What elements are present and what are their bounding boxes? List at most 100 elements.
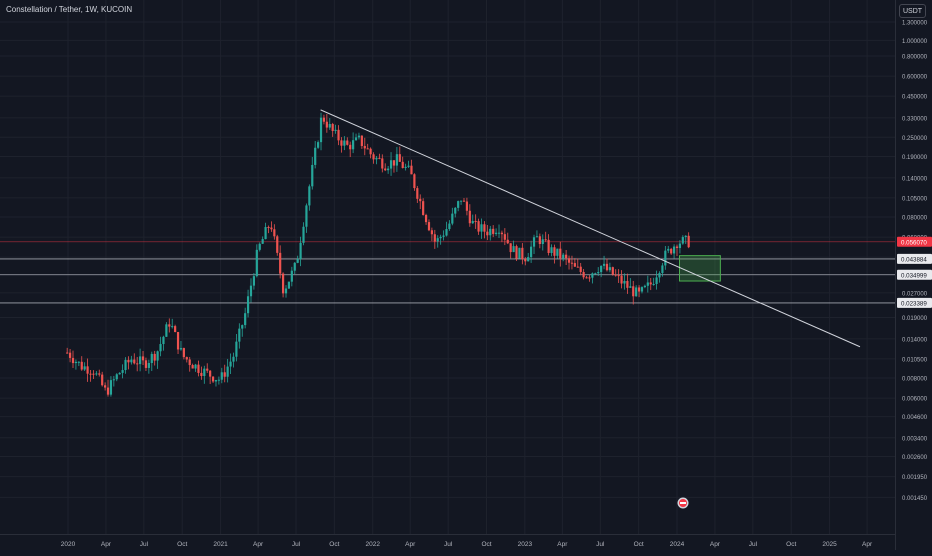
target-zone — [679, 255, 721, 282]
candle-body — [419, 198, 422, 202]
candle — [92, 370, 95, 379]
candle-body — [331, 124, 334, 131]
candle — [162, 335, 165, 351]
candle-body — [92, 373, 95, 375]
candle — [235, 333, 238, 362]
candle-body — [226, 366, 229, 377]
candle — [489, 225, 492, 241]
candle-body — [576, 266, 579, 268]
candle — [130, 355, 133, 365]
candle — [255, 244, 258, 278]
time-tick-label: Jul — [140, 541, 149, 548]
candle — [532, 234, 536, 255]
candle-body — [597, 272, 600, 274]
candle — [369, 147, 372, 159]
candle — [477, 218, 480, 235]
candle-body — [681, 237, 684, 244]
candle — [436, 235, 439, 248]
candle-body — [471, 221, 474, 224]
price-tick-label: 0.190000 — [902, 155, 928, 161]
candle — [620, 270, 623, 289]
candle-body — [684, 235, 687, 238]
candle — [381, 154, 384, 173]
candle — [635, 285, 638, 297]
candle — [392, 160, 396, 173]
candle — [611, 266, 614, 276]
price-tick-label: 1.000000 — [902, 39, 928, 45]
candle-body — [80, 361, 83, 370]
candle — [317, 140, 320, 149]
candle-body — [439, 236, 442, 239]
level-price-tag-bg — [897, 269, 932, 280]
candle-body — [299, 242, 302, 259]
currency-button[interactable]: USDT — [899, 4, 926, 18]
candle-body — [672, 246, 676, 254]
candle — [354, 133, 358, 141]
candle — [118, 372, 121, 375]
candle-body — [480, 224, 483, 232]
candle-body — [95, 373, 98, 375]
candle — [524, 257, 527, 266]
candle-body — [287, 281, 291, 289]
candle-body — [211, 376, 215, 382]
candles — [66, 112, 690, 397]
candle-body — [611, 267, 614, 275]
candle — [649, 277, 652, 291]
candle-body — [617, 275, 620, 277]
candle — [509, 243, 512, 259]
candle-body — [139, 356, 142, 365]
candle — [678, 240, 682, 254]
price-tick-label: 0.003400 — [902, 436, 928, 442]
price-chart[interactable] — [0, 0, 895, 534]
candle — [684, 235, 687, 244]
candle — [600, 265, 603, 278]
candle-body — [541, 239, 544, 244]
candle — [562, 252, 565, 262]
time-tick-label: Jul — [596, 541, 605, 548]
candle — [281, 272, 285, 298]
candle — [448, 220, 451, 231]
candle-body — [646, 282, 649, 286]
candle-body — [497, 232, 501, 234]
candle — [141, 351, 145, 365]
candle — [98, 369, 101, 377]
candle — [159, 336, 162, 357]
candle — [468, 204, 471, 227]
candle — [305, 203, 308, 233]
candle-body — [588, 277, 591, 279]
price-tick-label: 0.450000 — [902, 95, 928, 101]
time-tick-label: Apr — [557, 541, 568, 548]
candle-body — [159, 344, 162, 352]
event-flag-icon[interactable] — [677, 497, 689, 509]
candle — [667, 245, 670, 254]
candle-body — [381, 158, 384, 169]
candle-body — [109, 380, 113, 395]
candle — [80, 356, 83, 371]
candle — [387, 166, 390, 174]
candle-body — [325, 121, 328, 128]
candle — [89, 369, 92, 382]
candle — [471, 214, 474, 224]
candle-body — [273, 229, 276, 237]
candle-body — [255, 249, 258, 277]
candle-body — [127, 359, 130, 363]
time-axis[interactable]: 2020 Apr Jul Oct 2021 Apr Jul Oct 2022 Apr Jul Oct 2… — [0, 534, 895, 551]
candle-body — [424, 214, 428, 223]
candle-body — [579, 266, 582, 272]
candle — [439, 234, 442, 245]
candle-body — [527, 257, 530, 262]
candle-body — [626, 280, 629, 288]
candle-body — [448, 223, 451, 230]
candle — [360, 135, 363, 149]
candle-body — [395, 154, 398, 166]
candle-body — [343, 140, 346, 146]
candle-body — [509, 243, 512, 253]
chart-area[interactable]: Constellation / Tether, 1W, KUCOIN — [0, 0, 895, 534]
price-axis[interactable]: 1.300000 1.000000 0.800000 0.600000 0.450000… — [895, 0, 932, 550]
candle-body — [451, 213, 454, 224]
candle — [416, 185, 419, 203]
candle-body — [223, 372, 226, 377]
candle-body — [608, 267, 611, 271]
candle-body — [174, 326, 177, 333]
candle-body — [258, 243, 261, 250]
